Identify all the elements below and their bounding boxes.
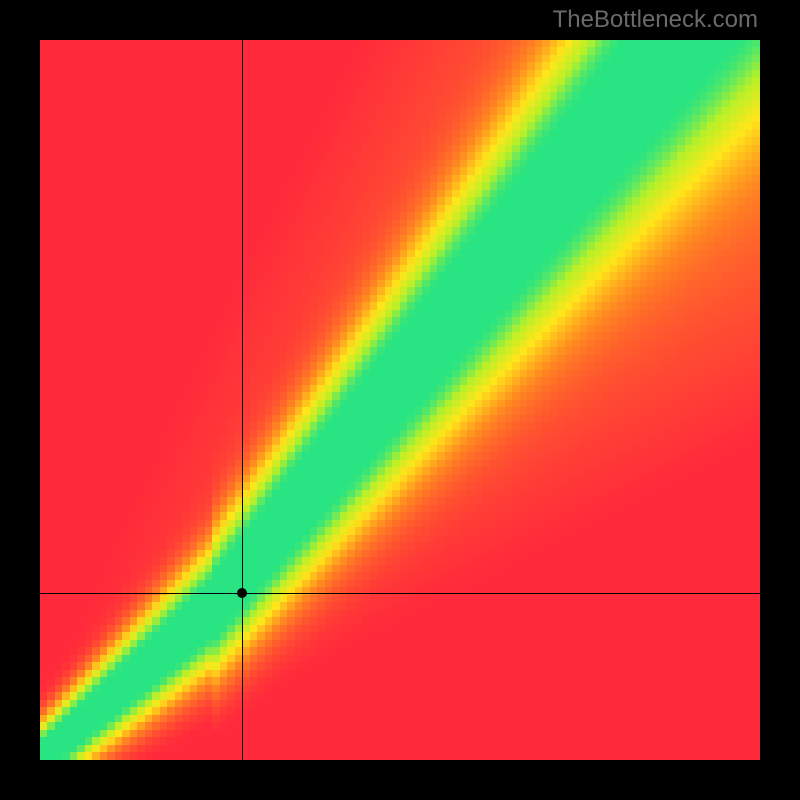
chart-container: { "watermark": { "text": "TheBottleneck.… [0,0,800,800]
watermark-text: TheBottleneck.com [553,6,758,34]
plot-area [40,40,760,760]
crosshair-horizontal [40,593,760,594]
marker-dot [237,588,247,598]
crosshair-vertical [242,40,243,760]
heatmap-canvas [40,40,760,760]
